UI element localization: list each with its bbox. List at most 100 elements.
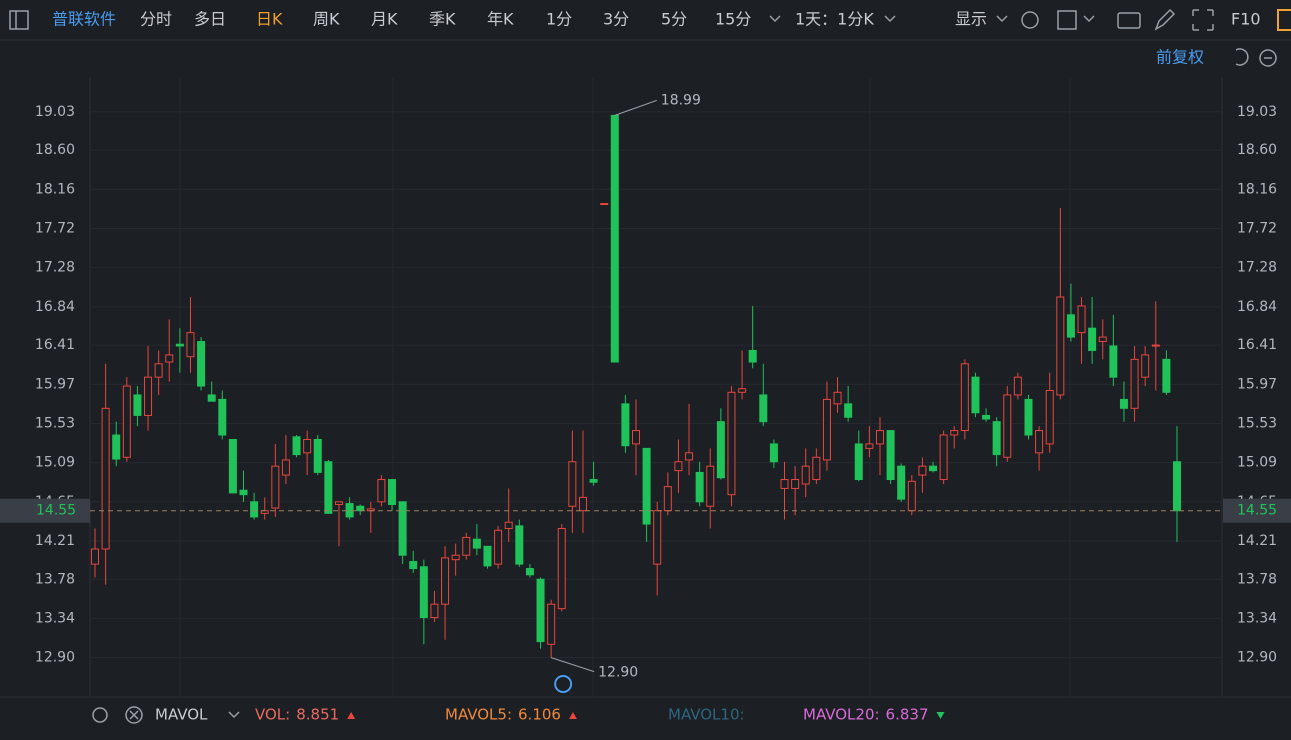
- adjust-mode[interactable]: 前复权: [1156, 48, 1204, 67]
- camera-icon[interactable]: [1117, 12, 1141, 29]
- candle-body: [642, 447, 651, 525]
- indicator-value: 6.837: [886, 706, 929, 724]
- period-tab[interactable]: 1分: [546, 10, 572, 29]
- trend-arrow: [936, 712, 945, 719]
- period-select[interactable]: 1天：1分K: [795, 10, 874, 29]
- candle-body: [165, 354, 174, 363]
- candle-body: [112, 434, 121, 460]
- stock-name[interactable]: 普联软件: [52, 10, 116, 29]
- candle-body: [1066, 314, 1075, 338]
- y2-tick-label: 19.03: [1237, 104, 1277, 120]
- candle-body: [334, 501, 343, 505]
- candle-body: [122, 385, 131, 458]
- candle-body: [451, 554, 460, 561]
- candle-body: [1141, 354, 1150, 378]
- candle-body: [1077, 305, 1086, 334]
- candle-body: [1013, 376, 1022, 396]
- chevron[interactable]: [228, 711, 240, 719]
- candle-body: [589, 479, 598, 483]
- period-tab[interactable]: 日K: [256, 10, 283, 29]
- candle-body: [685, 452, 694, 461]
- period-tab[interactable]: 月K: [371, 10, 398, 29]
- last-price-label: 14.55: [1237, 503, 1277, 519]
- candle-body: [1130, 358, 1139, 409]
- period-tab[interactable]: 年K: [487, 10, 514, 29]
- fullscreen-icon[interactable]: [1192, 9, 1214, 31]
- zoom-out-icon[interactable]: [1259, 49, 1277, 67]
- y-tick-label: 13.78: [35, 571, 75, 587]
- high-marker-line: [614, 99, 657, 116]
- y2-tick-label: 13.78: [1237, 571, 1277, 587]
- candle-body: [494, 529, 503, 565]
- candle-body: [875, 430, 884, 445]
- candle-body: [472, 538, 481, 549]
- period-tab[interactable]: 多日: [194, 10, 226, 29]
- color-icon[interactable]: [1057, 10, 1077, 30]
- period-tab[interactable]: 周K: [313, 10, 340, 29]
- candle-body: [695, 471, 704, 503]
- period-tab[interactable]: 季K: [429, 10, 456, 29]
- indicator-close-x: [129, 710, 139, 720]
- y-tick-label: 17.28: [35, 260, 75, 276]
- period-tab[interactable]: 分时: [140, 10, 172, 29]
- candle-body: [91, 548, 99, 565]
- trend-arrow: [347, 712, 356, 719]
- chevron[interactable]: [769, 15, 781, 23]
- y2-tick-label: 15.97: [1237, 376, 1277, 392]
- low-marker-line: [550, 657, 595, 673]
- candle-body: [504, 521, 513, 530]
- candle-body: [971, 376, 980, 414]
- f10-button[interactable]: F10: [1231, 10, 1261, 29]
- period-tab[interactable]: 5分: [661, 10, 687, 29]
- indicator-value: 6.106: [518, 706, 561, 724]
- last-price-box: [0, 498, 90, 523]
- y-tick-label: 16.84: [35, 299, 75, 315]
- indicator-name[interactable]: MAVOL: [155, 706, 208, 724]
- panel-icon[interactable]: [1277, 9, 1291, 31]
- indicator-close-icon[interactable]: [125, 706, 143, 724]
- low-marker: 12.90: [598, 665, 638, 681]
- indicator-bar: MAVOL: [92, 706, 240, 724]
- event-icon[interactable]: [554, 675, 573, 693]
- y2-tick-label: 14.21: [1237, 533, 1277, 549]
- candle-body: [653, 510, 662, 565]
- chevron[interactable]: [884, 15, 896, 23]
- candle-body: [738, 388, 747, 393]
- trend-arrow: [568, 712, 577, 719]
- candle-body: [377, 479, 386, 503]
- y2-tick-label: 18.60: [1237, 142, 1277, 158]
- indicator-label: MAVOL10:: [668, 706, 745, 724]
- candle-body: [632, 430, 640, 445]
- y2-tick-label: 15.53: [1237, 415, 1277, 431]
- y-tick-label: 14.21: [35, 533, 75, 549]
- candle-body: [409, 560, 418, 570]
- candle-body: [547, 603, 556, 645]
- candle-body: [801, 465, 810, 485]
- indicator-label: VOL:: [255, 706, 290, 724]
- chevron[interactable]: [996, 15, 1008, 23]
- y-tick-label: 17.72: [35, 220, 75, 236]
- high-marker: 18.99: [661, 92, 701, 108]
- candle-body: [313, 438, 322, 473]
- candle-body: [748, 349, 757, 363]
- chevron[interactable]: [1083, 15, 1095, 23]
- candle-body: [525, 568, 534, 576]
- display-select[interactable]: 显示: [955, 10, 987, 29]
- y2-tick-label: 18.16: [1237, 181, 1277, 197]
- candle-body: [1119, 398, 1128, 409]
- candle-body: [271, 465, 280, 509]
- candle-body: [769, 443, 778, 463]
- candle-body: [621, 403, 630, 447]
- draw-icon[interactable]: [1154, 8, 1176, 31]
- indicator-settings-icon[interactable]: [92, 707, 108, 723]
- candle-body: [1109, 345, 1118, 378]
- undo-icon[interactable]: [1235, 48, 1249, 66]
- candle-body: [515, 525, 524, 565]
- candle-body: [197, 341, 206, 387]
- settings-icon[interactable]: [1021, 11, 1039, 29]
- last-price-label: 14.55: [36, 503, 76, 519]
- period-tab[interactable]: 15分: [715, 10, 751, 29]
- period-tab[interactable]: 3分: [603, 10, 629, 29]
- candle-body: [791, 479, 800, 489]
- sidebar-icon[interactable]: [9, 10, 29, 30]
